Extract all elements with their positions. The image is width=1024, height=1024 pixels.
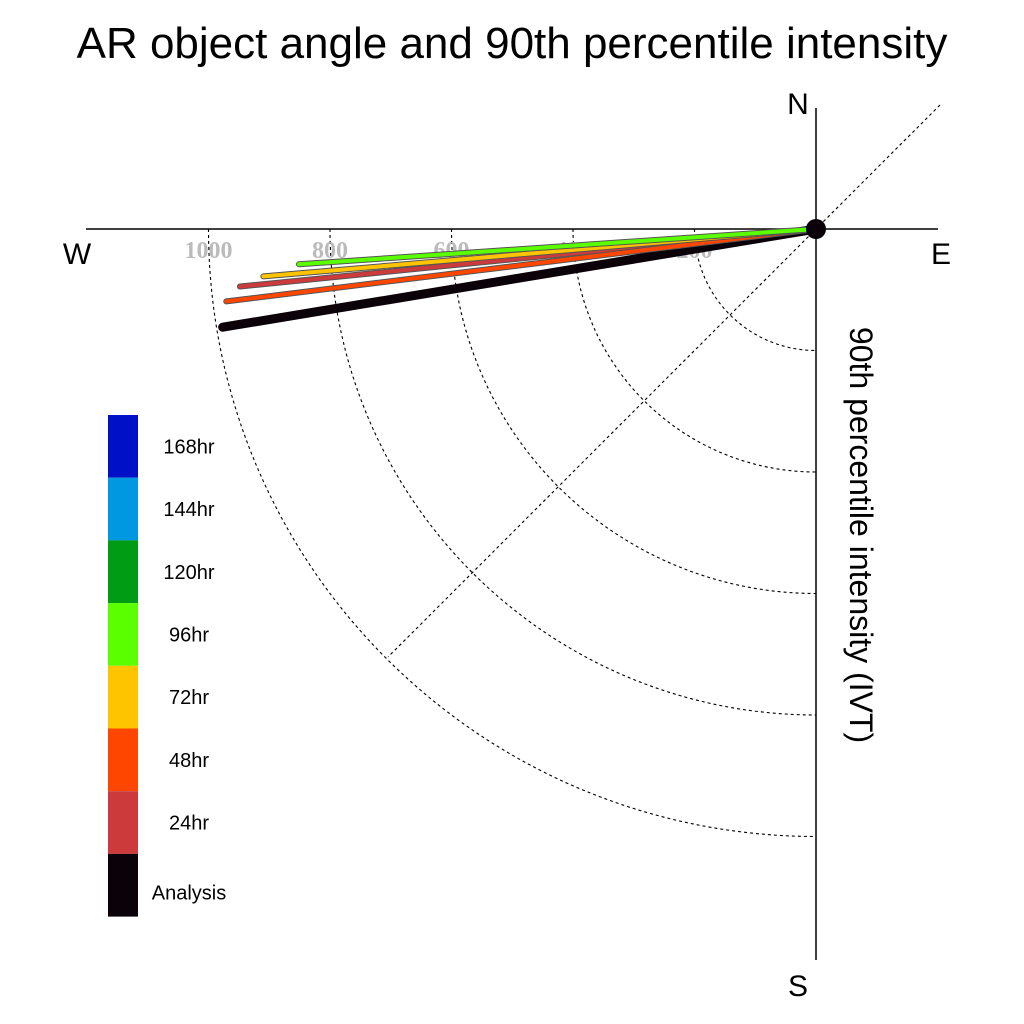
grid-arc-800: [329, 228, 817, 716]
legend-label-96hr: 96hr: [169, 624, 209, 646]
compass-west: W: [63, 238, 92, 271]
vectors: [218, 224, 821, 332]
grid-arc-200: [693, 228, 817, 352]
legend-swatch-96hr: [108, 603, 138, 666]
compass-north: N: [787, 88, 809, 121]
vector-analysis: [218, 224, 821, 332]
tick-label-1000: 1000: [185, 238, 233, 264]
legend-swatch-72hr: [108, 665, 138, 729]
origin-marker: [806, 219, 826, 239]
legend-swatch-analysis: [108, 853, 138, 917]
grid-arc-600: [450, 228, 817, 595]
grid-arc-400: [572, 228, 817, 473]
legend-swatch-168hr: [108, 415, 138, 478]
y-axis-label: 90th percentile intensity (IVT): [843, 327, 879, 743]
legend-swatch-144hr: [108, 477, 138, 541]
legend: 168hr 144hr 120hr 96hr 72hr 48hr 24hr Analysis: [108, 415, 226, 917]
legend-label-120hr: 120hr: [163, 562, 214, 584]
legend-label-analysis: Analysis: [152, 882, 226, 904]
compass-south: S: [788, 970, 808, 1003]
grid: [207, 104, 941, 838]
compass-east: E: [931, 238, 951, 271]
legend-label-168hr: 168hr: [163, 436, 214, 458]
legend-swatch-120hr: [108, 540, 138, 604]
legend-swatch-48hr: [108, 728, 138, 792]
chart-title: AR object angle and 90th percentile inte…: [77, 19, 948, 68]
grid-diagonal: [387, 104, 941, 658]
legend-label-48hr: 48hr: [169, 750, 209, 772]
legend-label-24hr: 24hr: [169, 813, 209, 835]
legend-label-72hr: 72hr: [169, 687, 209, 709]
legend-label-144hr: 144hr: [163, 499, 214, 521]
legend-swatch-24hr: [108, 791, 138, 854]
grid-arc-1000: [207, 228, 817, 838]
vector-48hr: [224, 227, 818, 304]
vector-96hr: [297, 227, 818, 267]
